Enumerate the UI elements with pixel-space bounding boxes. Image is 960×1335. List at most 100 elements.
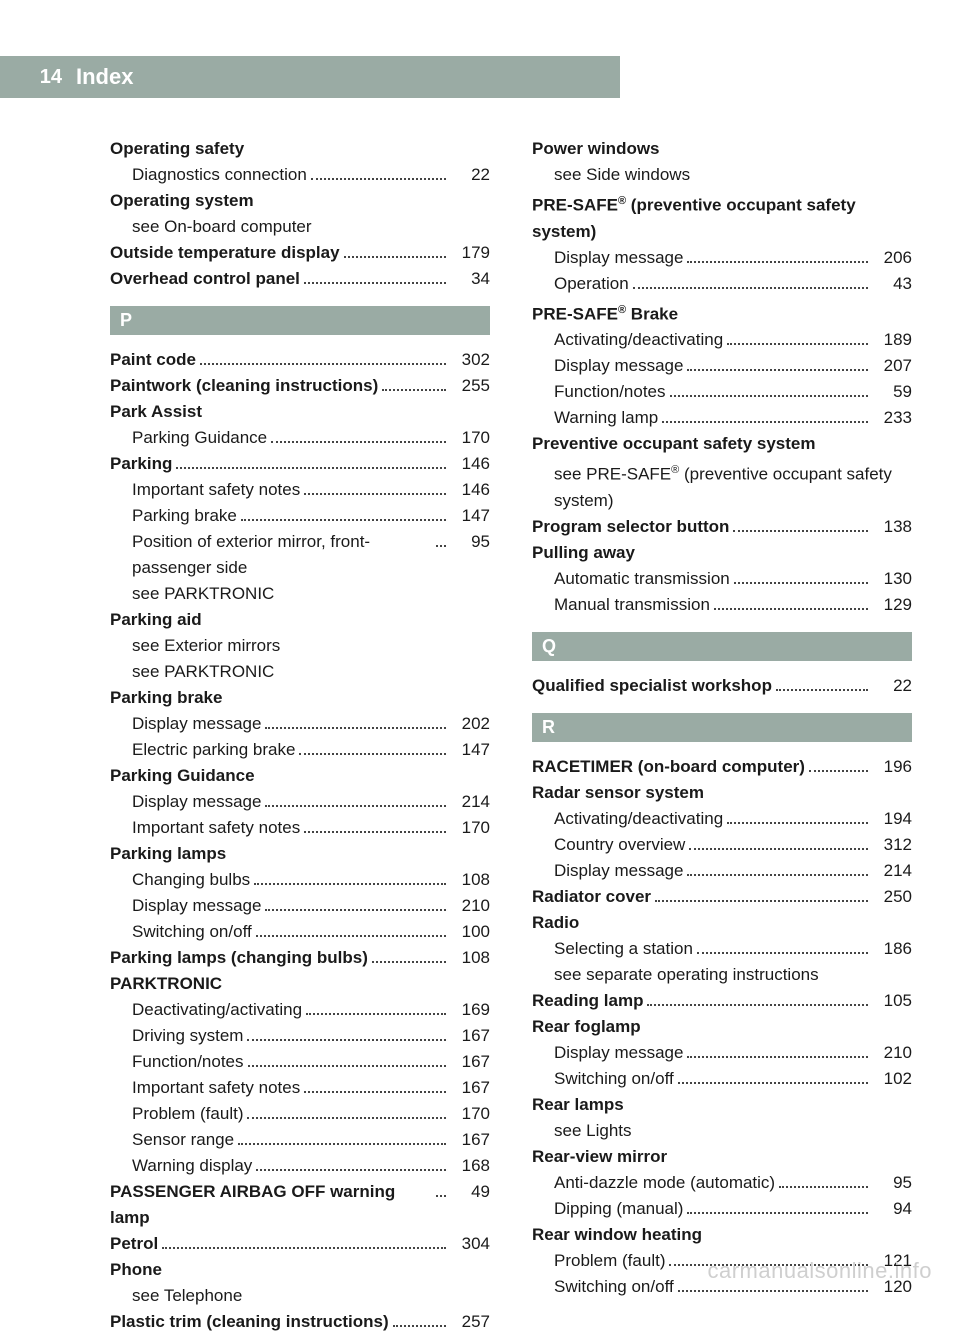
index-page-number: 196 bbox=[872, 754, 912, 780]
index-label: Display message bbox=[132, 711, 261, 737]
index-subentry: see Lights bbox=[532, 1118, 912, 1144]
leader-dots bbox=[697, 937, 868, 954]
index-page-number: 130 bbox=[872, 566, 912, 592]
index-entry: Outside temperature display179 bbox=[110, 240, 490, 266]
index-label: Country overview bbox=[554, 832, 685, 858]
leader-dots bbox=[254, 868, 446, 885]
leader-dots bbox=[241, 504, 446, 521]
index-entry: Overhead control panel34 bbox=[110, 266, 490, 292]
index-label: Radar sensor system bbox=[532, 780, 704, 806]
index-label: Deactivating/activating bbox=[132, 997, 302, 1023]
index-page-number: 257 bbox=[450, 1309, 490, 1335]
leader-dots bbox=[662, 406, 868, 423]
index-label: PRE-SAFE® (preventive occupant safety sy… bbox=[532, 188, 912, 245]
index-label: Function/notes bbox=[554, 379, 666, 405]
leader-dots bbox=[436, 1180, 446, 1197]
index-entry: Qualified specialist workshop22 bbox=[532, 673, 912, 699]
index-subentry: Position of exterior mirror, front-passe… bbox=[110, 529, 490, 581]
index-subentry: see Side windows bbox=[532, 162, 912, 188]
index-subentry: Dipping (manual)94 bbox=[532, 1196, 912, 1222]
leader-dots bbox=[678, 1067, 868, 1084]
index-label: Diagnostics connection bbox=[132, 162, 307, 188]
index-page-number: 95 bbox=[450, 529, 490, 555]
index-entry: Parking lamps bbox=[110, 841, 490, 867]
leader-dots bbox=[176, 452, 446, 469]
leader-dots bbox=[304, 1076, 446, 1093]
leader-dots bbox=[247, 1024, 446, 1041]
index-entry: Rear window heating bbox=[532, 1222, 912, 1248]
index-label: see PRE-SAFE® (preventive occupant safet… bbox=[554, 457, 912, 514]
index-entry: PARKTRONIC bbox=[110, 971, 490, 997]
index-label: Display message bbox=[554, 353, 683, 379]
index-page-number: 108 bbox=[450, 867, 490, 893]
section-letter: Q bbox=[532, 632, 912, 661]
index-subentry: see separate operating instructions bbox=[532, 962, 912, 988]
leader-dots bbox=[687, 246, 868, 263]
index-label: Important safety notes bbox=[132, 1075, 300, 1101]
index-label: Important safety notes bbox=[132, 477, 300, 503]
index-column-right: Power windowssee Side windowsPRE-SAFE® (… bbox=[532, 136, 912, 1335]
index-page-number: 206 bbox=[872, 245, 912, 271]
index-label: Function/notes bbox=[132, 1049, 244, 1075]
index-label: Parking Guidance bbox=[132, 425, 267, 451]
index-label: Switching on/off bbox=[554, 1274, 674, 1300]
index-label: Overhead control panel bbox=[110, 266, 300, 292]
page-title: Index bbox=[70, 64, 133, 90]
index-page-number: 94 bbox=[872, 1196, 912, 1222]
index-subentry: Warning display168 bbox=[110, 1153, 490, 1179]
index-page-number: 22 bbox=[450, 162, 490, 188]
index-subentry: Automatic transmission 130 bbox=[532, 566, 912, 592]
leader-dots bbox=[299, 738, 446, 755]
index-page-number: 250 bbox=[872, 884, 912, 910]
index-label: Preventive occupant safety system bbox=[532, 431, 815, 457]
leader-dots bbox=[271, 426, 446, 443]
index-page-number: 189 bbox=[872, 327, 912, 353]
index-subentry: see On-board computer bbox=[110, 214, 490, 240]
index-subentry: see Telephone bbox=[110, 1283, 490, 1309]
index-label: see Lights bbox=[554, 1118, 632, 1144]
index-entry: Reading lamp105 bbox=[532, 988, 912, 1014]
leader-dots bbox=[436, 530, 446, 547]
leader-dots bbox=[714, 593, 868, 610]
index-entry: Rear lamps bbox=[532, 1092, 912, 1118]
index-label: Changing bulbs bbox=[132, 867, 250, 893]
index-page-number: 214 bbox=[450, 789, 490, 815]
index-label: Automatic transmission bbox=[554, 566, 730, 592]
index-subentry: Important safety notes170 bbox=[110, 815, 490, 841]
index-subentry: Parking brake147 bbox=[110, 503, 490, 529]
index-subentry: Display message214 bbox=[110, 789, 490, 815]
index-label: PARKTRONIC bbox=[110, 971, 222, 997]
leader-dots bbox=[304, 267, 446, 284]
index-label: Power windows bbox=[532, 136, 660, 162]
index-subentry: Manual transmission129 bbox=[532, 592, 912, 618]
section-letter: P bbox=[110, 306, 490, 335]
page-number: 14 bbox=[0, 66, 70, 89]
index-page-number: 210 bbox=[872, 1040, 912, 1066]
index-page-number: 170 bbox=[450, 815, 490, 841]
leader-dots bbox=[670, 380, 868, 397]
index-subentry: Display message210 bbox=[110, 893, 490, 919]
index-page-number: 138 bbox=[872, 514, 912, 540]
index-page-number: 302 bbox=[450, 347, 490, 373]
leader-dots bbox=[689, 833, 868, 850]
index-entry: Parking146 bbox=[110, 451, 490, 477]
index-label: Parking lamps (changing bulbs) bbox=[110, 945, 368, 971]
index-page-number: 170 bbox=[450, 425, 490, 451]
index-page-number: 186 bbox=[872, 936, 912, 962]
index-label: Activating/deactivating bbox=[554, 327, 723, 353]
leader-dots bbox=[306, 998, 446, 1015]
index-label: Position of exterior mirror, front-passe… bbox=[132, 529, 432, 581]
index-page-number: 210 bbox=[450, 893, 490, 919]
index-label: Display message bbox=[554, 1040, 683, 1066]
index-entry: Petrol304 bbox=[110, 1231, 490, 1257]
leader-dots bbox=[162, 1232, 446, 1249]
index-subentry: Important safety notes146 bbox=[110, 477, 490, 503]
index-subentry: Important safety notes167 bbox=[110, 1075, 490, 1101]
index-label: Outside temperature display bbox=[110, 240, 340, 266]
index-label: Activating/deactivating bbox=[554, 806, 723, 832]
index-subentry: Display message207 bbox=[532, 353, 912, 379]
leader-dots bbox=[633, 272, 868, 289]
index-entry: Power windows bbox=[532, 136, 912, 162]
index-entry: Preventive occupant safety system bbox=[532, 431, 912, 457]
index-page-number: 194 bbox=[872, 806, 912, 832]
